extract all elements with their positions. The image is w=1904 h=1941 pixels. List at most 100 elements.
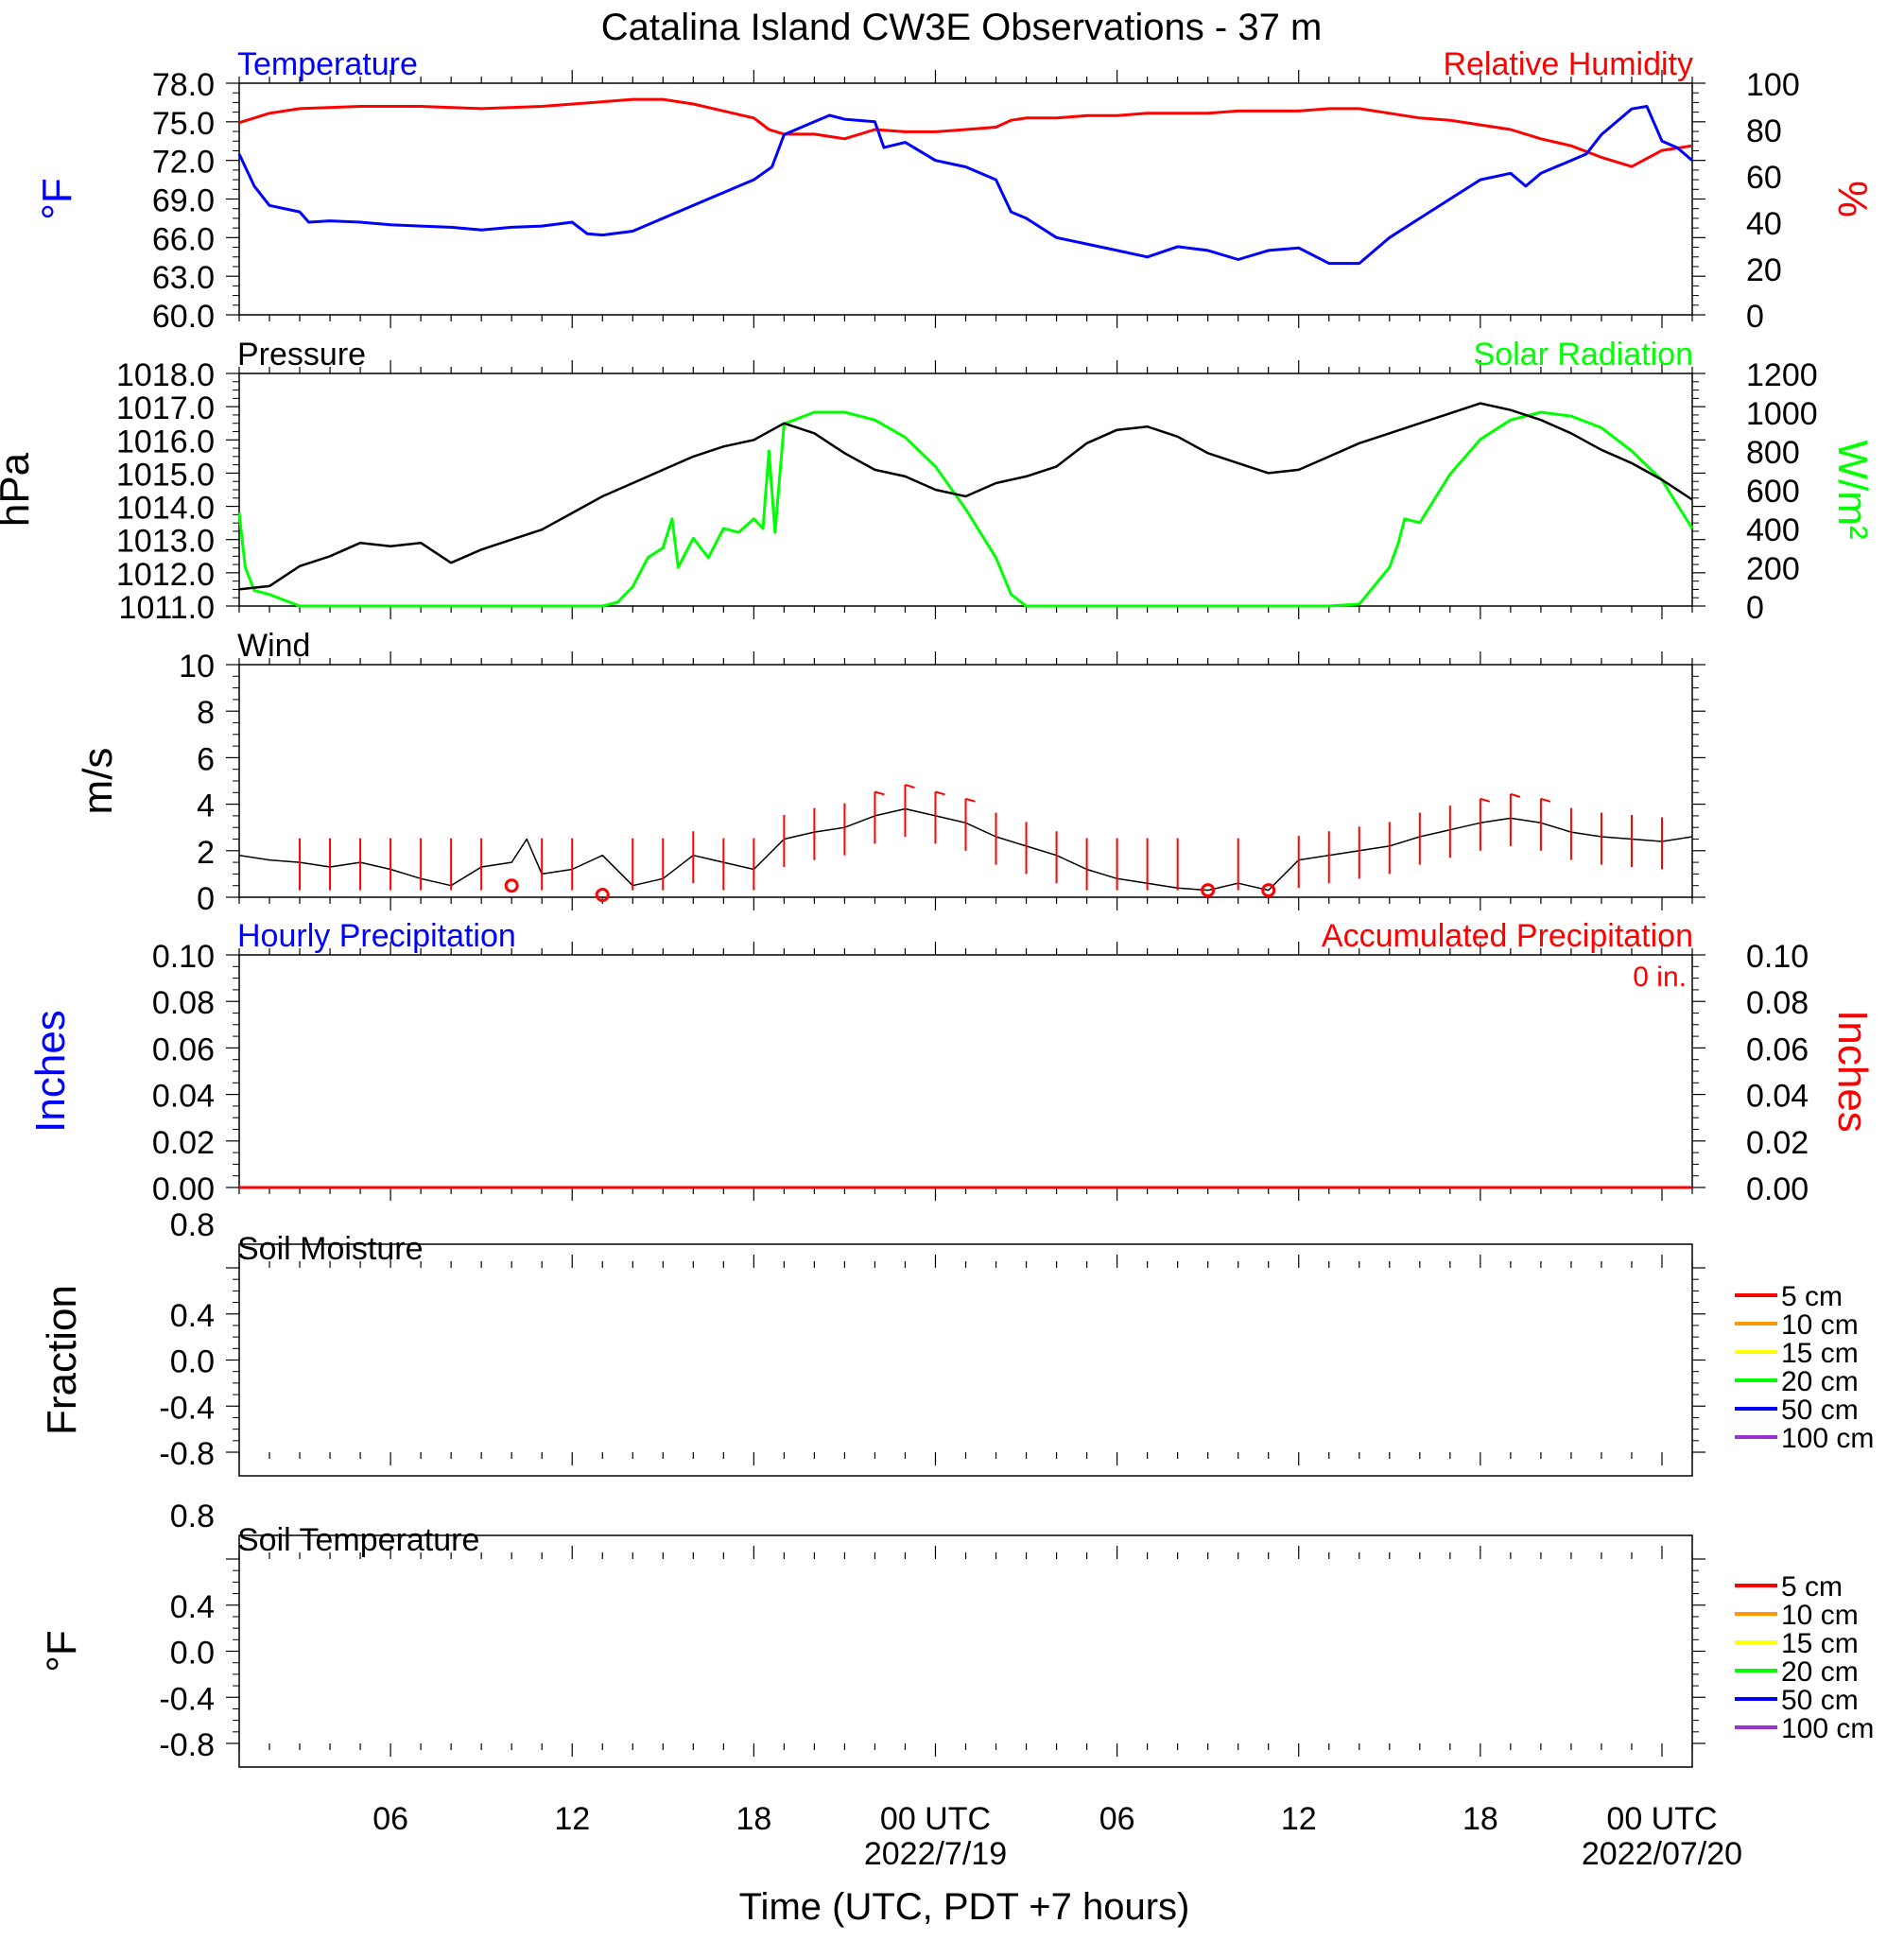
soil_temp-y-tick-label: 0.4: [170, 1589, 215, 1625]
x-tick-date-label: 2022/7/19: [864, 1836, 1007, 1872]
wind-barb-flag: [965, 797, 976, 803]
temp_rh-y-tick-label: 63.0: [152, 260, 215, 296]
soil_moisture-y-tick-label: 0.0: [170, 1344, 215, 1380]
x-tick-label: 12: [1281, 1801, 1317, 1837]
soil-moisture-legend-label: 100 cm: [1781, 1423, 1874, 1454]
temp_rh-y-tick-label: 75.0: [152, 106, 215, 142]
precip-y2-tick-label: 0.02: [1746, 1125, 1809, 1161]
wind-barb-flag: [905, 784, 915, 789]
wind-y-tick-label: 2: [197, 835, 215, 871]
x-tick-label: 06: [372, 1801, 408, 1837]
pressure_solar-y2-tick-label: 600: [1746, 474, 1800, 510]
pressure_solar-y-tick-label: 1011.0: [119, 590, 215, 626]
accumulated-total-label: 0 in.: [1633, 962, 1687, 993]
x-tick-label: 12: [554, 1801, 590, 1837]
temp_rh-y-tick-label: 60.0: [152, 299, 215, 335]
wind-y-tick-label: 0: [197, 881, 215, 917]
soil_moisture-y-tick-label: 0.4: [170, 1298, 215, 1334]
solar-radiation-line: [237, 410, 1694, 608]
wind-frame: [238, 664, 1693, 898]
soil_moisture-y-tick-label: -0.8: [159, 1436, 215, 1472]
precip-y-tick-label: 0.08: [152, 985, 215, 1021]
soil_temp-frame: [238, 1534, 1693, 1768]
soil-temp-legend-label: 10 cm: [1781, 1600, 1859, 1631]
soil_temp-left-unit: °F: [39, 1630, 85, 1672]
x-tick-label: 18: [1463, 1801, 1498, 1837]
pressure_solar-y-tick-label: 1014.0: [116, 491, 215, 527]
wind-barb-flag: [874, 790, 885, 796]
pressure_solar-y-tick-label: 1013.0: [116, 524, 215, 560]
wind-barb-flag: [1510, 792, 1521, 798]
panel-wind: 10 8 6 4 2 0 Wind m/s: [75, 628, 1705, 917]
pressure_solar-left-unit: hPa: [0, 452, 38, 527]
soil_temp-y-tick-label: -0.8: [159, 1727, 215, 1763]
temp_rh-y2-tick-label: 60: [1746, 160, 1782, 196]
x-tick-label: 06: [1099, 1801, 1135, 1837]
panel-pressure_solar: 1018.01017.01016.01015.01014.01013.01012…: [0, 337, 1876, 626]
panel-precip: 0.10 0.08 0.06 0.04 0.02 0.00 0.10 0.08 0.06 0.04…: [27, 918, 1876, 1207]
pressure_solar-y2-tick-label: 400: [1746, 512, 1800, 548]
temp_rh-y2-tick-label: 100: [1746, 67, 1800, 103]
temp_rh-y2-tick-label: 80: [1746, 113, 1782, 149]
soil_moisture-y-tick-label: 0.8: [170, 1207, 215, 1243]
precip-y2-tick-label: 0.04: [1746, 1079, 1809, 1115]
precip-right-title: Accumulated Precipitation: [1322, 918, 1693, 954]
soil_temp-left-title: Soil Temperature: [237, 1522, 479, 1558]
calm-wind-circle: [504, 878, 519, 893]
precip-left-unit: Inches: [27, 1010, 74, 1133]
wind-y-tick-label: 4: [197, 789, 215, 824]
wind-left-title: Wind: [237, 628, 310, 664]
temp_rh-y2-tick-label: 0: [1746, 299, 1764, 335]
precip-y-tick-label: 0.10: [152, 939, 215, 975]
soil-moisture-legend-label: 15 cm: [1781, 1338, 1859, 1369]
temp_rh-y2-tick-label: 40: [1746, 206, 1782, 242]
soil_temp-y-tick-label: -0.4: [159, 1681, 215, 1717]
pressure_solar-y2-tick-label: 1200: [1746, 357, 1818, 393]
pressure-line: [238, 402, 1693, 591]
x-axis-label: Time (UTC, PDT +7 hours): [739, 1886, 1190, 1928]
x-tick-label: 00 UTC: [880, 1801, 991, 1837]
pressure_solar-y-tick-label: 1015.0: [116, 457, 215, 493]
temp_rh-right-title: Relative Humidity: [1443, 46, 1693, 82]
temp_rh-right-unit: %: [1829, 181, 1876, 217]
temp_rh-frame: [238, 82, 1693, 316]
precip-y2-tick-label: 0.08: [1746, 985, 1809, 1021]
wind-barb-flag: [935, 790, 945, 796]
temp_rh-y-tick-label: 72.0: [152, 145, 215, 181]
precip-y-tick-label: 0.02: [152, 1125, 215, 1161]
calm-wind-circle: [1261, 883, 1276, 898]
temp_rh-left-unit: °F: [34, 178, 80, 219]
precip-frame: [238, 954, 1693, 1188]
precip-y-tick-label: 0.00: [152, 1171, 215, 1207]
pressure_solar-y-tick-label: 1018.0: [116, 357, 215, 393]
soil-temp-legend-label: 15 cm: [1781, 1628, 1859, 1659]
temp_rh-y-tick-label: 78.0: [152, 67, 215, 103]
soil-temp-legend-label: 5 cm: [1781, 1571, 1843, 1603]
temperature-line: [237, 105, 1693, 266]
soil_moisture-frame: [238, 1243, 1693, 1477]
wind-y-tick-label: 6: [197, 741, 215, 777]
wind-barb-flag: [1540, 797, 1551, 803]
pressure_solar-frame: [238, 373, 1693, 607]
soil-moisture-legend-label: 10 cm: [1781, 1309, 1859, 1341]
precip-y2-tick-label: 0.06: [1746, 1031, 1809, 1067]
wind-speed-line: [238, 807, 1693, 892]
calm-wind-circle: [595, 888, 610, 903]
precip-y2-tick-label: 0.00: [1746, 1171, 1809, 1207]
pressure_solar-y2-tick-label: 1000: [1746, 396, 1818, 432]
temp_rh-y2-tick-label: 20: [1746, 252, 1782, 288]
soil-temp-legend-label: 20 cm: [1781, 1656, 1859, 1688]
pressure_solar-left-title: Pressure: [237, 337, 366, 373]
temp_rh-y-tick-label: 69.0: [152, 183, 215, 219]
soil_temp-y-tick-label: 0.0: [170, 1636, 215, 1672]
soil-temp-legend-label: 50 cm: [1781, 1685, 1859, 1716]
precip-y2-tick-label: 0.10: [1746, 939, 1809, 975]
panel-soil_moisture: 0.8 0.4 0.0 -0.4 -0.8 Soil Moisture Fraction 5 …: [39, 1207, 1874, 1477]
precip-y-tick-label: 0.06: [152, 1031, 215, 1067]
soil-moisture-legend-label: 5 cm: [1781, 1281, 1843, 1312]
precip-right-unit: Inches: [1829, 1010, 1876, 1133]
x-tick-label: 18: [736, 1801, 771, 1837]
pressure_solar-y-tick-label: 1016.0: [116, 424, 215, 459]
wind-y-tick-label: 10: [179, 649, 215, 685]
